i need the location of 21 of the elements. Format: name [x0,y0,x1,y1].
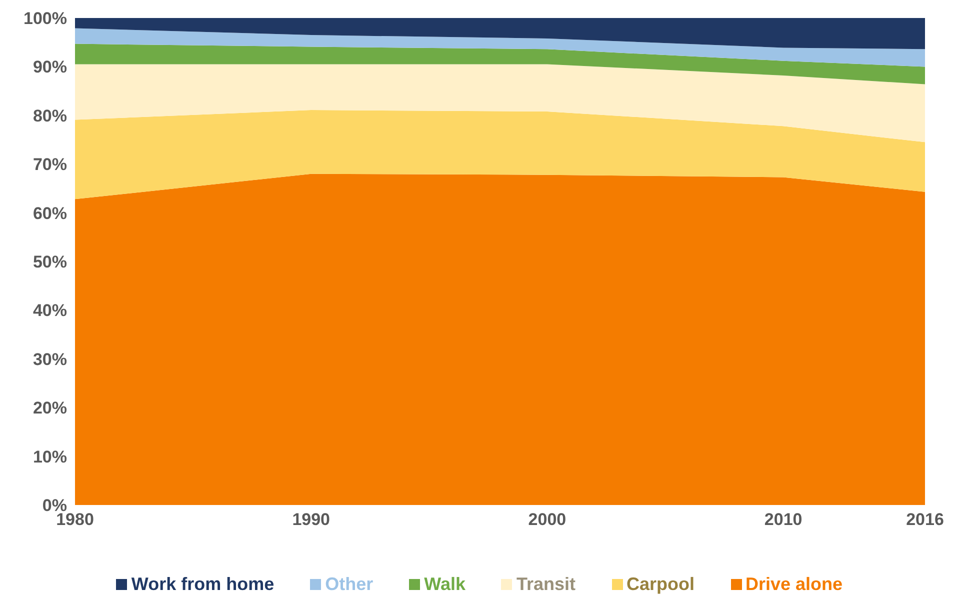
legend-label: Other [325,574,374,595]
y-tick-label: 20% [32,398,67,418]
x-tick-label: 1990 [292,510,330,530]
y-tick-label: 60% [32,204,67,223]
y-tick-label: 30% [32,350,67,369]
x-tick-label: 2010 [764,510,802,530]
y-tick-label: 50% [32,252,67,272]
y-tick-label: 80% [32,106,67,126]
y-tick-label: 10% [32,447,67,466]
y-tick-label: 100% [24,9,67,28]
y-tick-label: 40% [32,301,67,320]
x-tick-label: 1980 [56,510,94,530]
legend-label: Transit [516,574,576,595]
legend-label: Work from home [131,574,274,595]
legend-label: Walk [424,574,466,595]
legend-label: Carpool [626,574,695,595]
legend-label: Drive alone [746,574,843,595]
y-tick-label: 70% [32,155,67,174]
y-tick-label: 90% [32,58,67,77]
x-tick-label: 2000 [528,510,566,530]
x-tick-label: 2016 [906,510,944,530]
